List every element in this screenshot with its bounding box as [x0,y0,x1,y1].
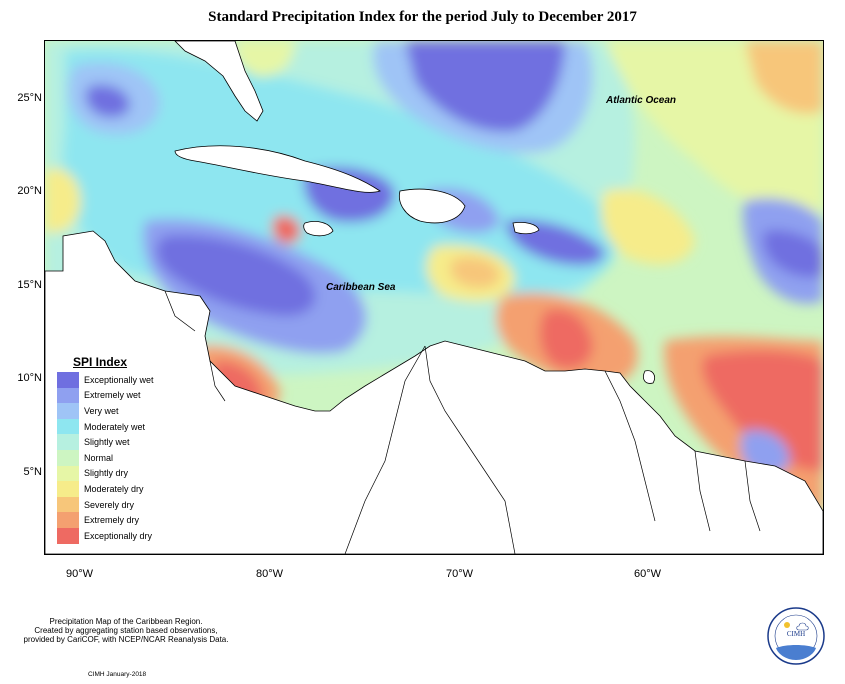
exceptionally-dry-zone-east [702,350,823,471]
venezuela-guyana-border [604,370,656,522]
legend-row: Very wet [57,403,172,419]
footer-credit: Precipitation Map of the Caribbean Regio… [16,617,236,644]
severely-dry-zone-atlantic [745,41,823,114]
footer-date-credit: CIMH January-2018 [88,671,147,678]
legend-label: Extremely wet [84,390,141,401]
legend-swatch [57,418,79,435]
legend-row: Extremely wet [57,387,172,404]
suriname-guiana-border [744,460,761,532]
legend-label: Moderately wet [84,421,146,432]
legend-row: Moderately wet [57,418,172,435]
legend-swatch [57,465,79,482]
lat-label-20n: 20°N [17,185,42,197]
central-america-border-b [209,360,226,402]
spi-map-canvas [45,41,823,554]
logo-text: CIMH [786,630,806,638]
caribbean-sea-label: Caribbean Sea [326,282,396,293]
legend-label: Very wet [84,405,119,416]
spi-map[interactable] [44,40,824,555]
severely-dry-zone-south-central [450,257,500,288]
map-title: Standard Precipitation Index for the per… [208,9,637,25]
exceptionally-wet-zone-east [762,230,823,278]
legend-label: Slightly wet [84,437,130,448]
legend-row: Slightly dry [57,465,172,482]
legend-row: Normal [57,449,172,466]
lon-label-90w: 90°W [66,568,94,580]
legend-swatch [57,449,79,466]
legend-label: Extremely dry [84,515,140,526]
lat-label-5n: 5°N [23,466,42,478]
footer-line-1: Precipitation Map of the Caribbean Regio… [49,617,203,626]
legend-swatch [57,403,79,419]
legend-row: Moderately dry [57,481,172,497]
legend-swatch [57,496,79,513]
legend-swatch [57,434,79,450]
legend-label: Exceptionally dry [84,530,153,541]
exceptionally-dry-zone-venezuela [539,309,593,369]
legend-rows: Exceptionally wet Extremely wet Very wet Mo… [57,372,172,544]
moderately-dry-zone-northwest [45,168,81,233]
lat-label-15n: 15°N [17,279,42,291]
exceptionally-wet-zone-north [405,41,565,132]
lon-label-80w: 80°W [256,568,284,580]
footer-line-2: Created by aggregating station based obs… [34,626,218,635]
exceptionally-wet-zone-gulf [85,84,130,118]
legend-row: Slightly wet [57,434,172,450]
spi-legend: SPI Index Exceptionally wet Extremely wet… [57,355,172,544]
slightly-dry-zone-florida [234,41,295,77]
lon-label-70w: 70°W [446,568,474,580]
exceptionally-wet-zone-caribbean [156,235,316,316]
legend-title: SPI Index [73,355,128,369]
legend-label: Exceptionally wet [84,374,154,385]
florida-landmass [174,41,264,122]
moderately-dry-zone-central [601,189,695,265]
cuba-landmass [174,145,381,193]
legend-swatch [57,372,79,388]
jamaica-landmass [303,221,334,237]
legend-label: Moderately dry [84,483,144,494]
legend-label: Slightly dry [84,468,129,479]
legend-row: Severely dry [57,496,172,513]
south-america-landmass [45,230,823,554]
legend-swatch [57,527,79,544]
legend-row: Extremely dry [57,512,172,528]
trinidad-landmass [643,370,655,384]
atlantic-ocean-label: Atlantic Ocean [606,95,677,106]
puerto-rico-landmass [512,222,540,235]
legend-swatch [57,387,79,404]
legend-row: Exceptionally wet [57,372,172,388]
footer-line-3: provided by CariCOF, with NCEP/NCAR Rean… [23,635,229,644]
central-america-border-a [164,290,196,332]
exceptionally-dry-zone-jamaica [272,215,301,244]
guyana-suriname-border [694,450,711,532]
lat-label-25n: 25°N [17,92,42,104]
cimh-logo [767,607,825,665]
legend-label: Severely dry [84,499,135,510]
legend-swatch [57,512,79,528]
lon-label-60w: 60°W [634,568,662,580]
legend-row: Exceptionally dry [57,527,172,544]
colombia-venezuela-border [424,345,516,554]
lat-label-10n: 10°N [17,372,42,384]
hispaniola-landmass [398,188,466,224]
legend-swatch [57,481,79,497]
legend-label: Normal [84,452,114,463]
colombia-west-border [344,345,426,554]
